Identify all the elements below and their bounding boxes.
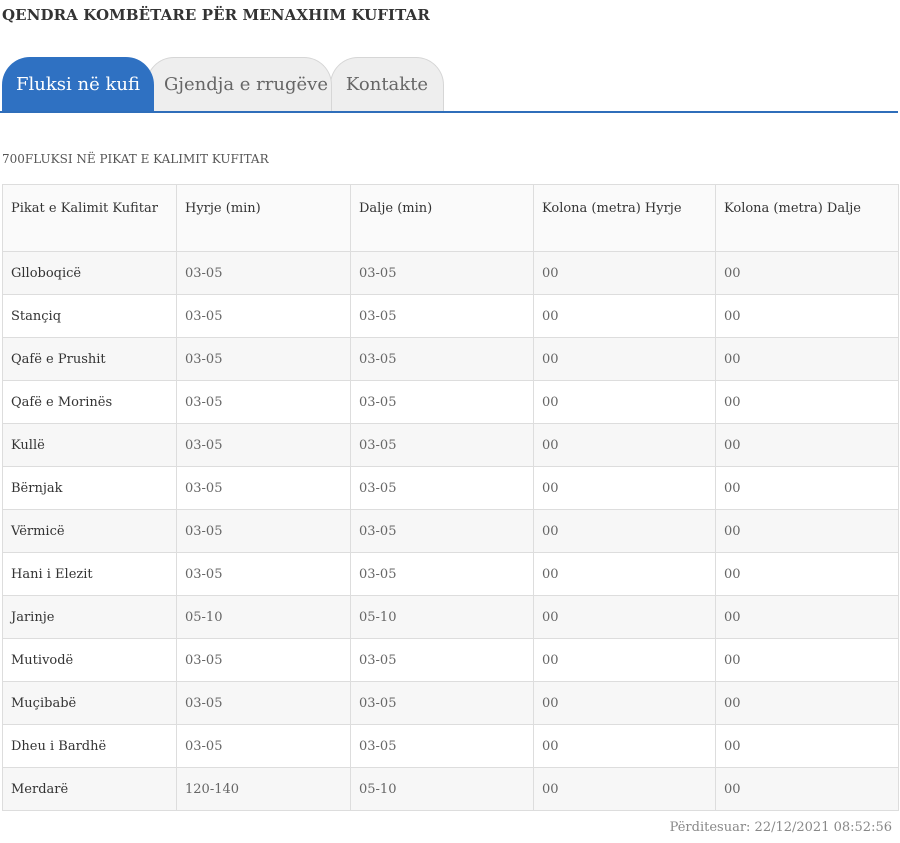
entry-time-cell: 03-05 [176,380,351,424]
table-row: Bërnjak 03-05 03-05 00 00 [2,466,899,510]
tab-kontakte[interactable]: Kontakte [330,57,444,111]
border-flux-table: Pikat e Kalimit Kufitar Hyrje (min) Dalj… [2,184,899,811]
crossing-point-cell: Qafë e Prushit [2,337,177,381]
crossing-point-cell: Qafë e Morinës [2,380,177,424]
table-row: Muçibabë 03-05 03-05 00 00 [2,681,899,725]
queue-entry-cell: 00 [533,423,716,467]
site-title: QENDRA KOMBËTARE PËR MENAXHIM KUFITAR [2,6,430,24]
crossing-point-cell: Jarinje [2,595,177,639]
header-crossing-point: Pikat e Kalimit Kufitar [2,184,177,252]
queue-exit-cell: 00 [715,251,899,295]
table-row: Stançiq 03-05 03-05 00 00 [2,294,899,338]
header-exit-min: Dalje (min) [350,184,534,252]
queue-entry-cell: 00 [533,380,716,424]
table-row: Merdarë 120-140 05-10 00 00 [2,767,899,811]
queue-entry-cell: 00 [533,767,716,811]
entry-time-cell: 03-05 [176,552,351,596]
queue-entry-cell: 00 [533,724,716,768]
table-body: Glloboqicë 03-05 03-05 00 00 Stançiq 03-05 03-0… [2,251,899,811]
exit-time-cell: 03-05 [350,638,534,682]
table-row: Qafë e Morinës 03-05 03-05 00 00 [2,380,899,424]
tab-bar: Fluksi në kufi Gjendja e rrugëve Kontakt… [0,57,898,113]
queue-entry-cell: 00 [533,681,716,725]
crossing-point-cell: Stançiq [2,294,177,338]
entry-time-cell: 03-05 [176,423,351,467]
crossing-point-cell: Hani i Elezit [2,552,177,596]
exit-time-cell: 03-05 [350,380,534,424]
table-row: Jarinje 05-10 05-10 00 00 [2,595,899,639]
table-row: Glloboqicë 03-05 03-05 00 00 [2,251,899,295]
crossing-point-cell: Glloboqicë [2,251,177,295]
queue-entry-cell: 00 [533,337,716,381]
queue-exit-cell: 00 [715,638,899,682]
exit-time-cell: 03-05 [350,509,534,553]
tab-gjendja-e-rrugeve[interactable]: Gjendja e rrugëve [146,57,332,111]
queue-entry-cell: 00 [533,294,716,338]
exit-time-cell: 03-05 [350,681,534,725]
queue-exit-cell: 00 [715,380,899,424]
queue-entry-cell: 00 [533,509,716,553]
table-row: Kullë 03-05 03-05 00 00 [2,423,899,467]
entry-time-cell: 05-10 [176,595,351,639]
crossing-point-cell: Vërmicë [2,509,177,553]
table-row: Dheu i Bardhë 03-05 03-05 00 00 [2,724,899,768]
queue-exit-cell: 00 [715,423,899,467]
queue-exit-cell: 00 [715,337,899,381]
tab-fluksi-ne-kufi[interactable]: Fluksi në kufi [2,57,154,111]
entry-time-cell: 03-05 [176,509,351,553]
exit-time-cell: 03-05 [350,251,534,295]
queue-exit-cell: 00 [715,681,899,725]
exit-time-cell: 03-05 [350,423,534,467]
table-row: Hani i Elezit 03-05 03-05 00 00 [2,552,899,596]
entry-time-cell: 03-05 [176,724,351,768]
exit-time-cell: 05-10 [350,767,534,811]
queue-entry-cell: 00 [533,638,716,682]
exit-time-cell: 03-05 [350,552,534,596]
table-row: Mutivodë 03-05 03-05 00 00 [2,638,899,682]
table-row: Vërmicë 03-05 03-05 00 00 [2,509,899,553]
queue-entry-cell: 00 [533,466,716,510]
queue-exit-cell: 00 [715,595,899,639]
exit-time-cell: 03-05 [350,724,534,768]
header-queue-exit: Kolona (metra) Dalje [715,184,899,252]
crossing-point-cell: Merdarë [2,767,177,811]
exit-time-cell: 03-05 [350,337,534,381]
entry-time-cell: 03-05 [176,294,351,338]
entry-time-cell: 03-05 [176,681,351,725]
crossing-point-cell: Bërnjak [2,466,177,510]
queue-entry-cell: 00 [533,251,716,295]
header-entry-min: Hyrje (min) [176,184,351,252]
queue-exit-cell: 00 [715,724,899,768]
crossing-point-cell: Muçibabë [2,681,177,725]
queue-exit-cell: 00 [715,552,899,596]
queue-exit-cell: 00 [715,509,899,553]
exit-time-cell: 03-05 [350,466,534,510]
header-queue-entry: Kolona (metra) Hyrje [533,184,716,252]
entry-time-cell: 03-05 [176,466,351,510]
last-updated: Përditesuar: 22/12/2021 08:52:56 [669,820,892,835]
queue-exit-cell: 00 [715,466,899,510]
queue-exit-cell: 00 [715,294,899,338]
entry-time-cell: 03-05 [176,638,351,682]
section-title: 700FLUKSI NË PIKAT E KALIMIT KUFITAR [2,152,269,166]
crossing-point-cell: Dheu i Bardhë [2,724,177,768]
queue-entry-cell: 00 [533,552,716,596]
table-header-row: Pikat e Kalimit Kufitar Hyrje (min) Dalj… [2,184,899,252]
entry-time-cell: 03-05 [176,251,351,295]
crossing-point-cell: Mutivodë [2,638,177,682]
queue-entry-cell: 00 [533,595,716,639]
entry-time-cell: 120-140 [176,767,351,811]
queue-exit-cell: 00 [715,767,899,811]
exit-time-cell: 03-05 [350,294,534,338]
exit-time-cell: 05-10 [350,595,534,639]
table-row: Qafë e Prushit 03-05 03-05 00 00 [2,337,899,381]
entry-time-cell: 03-05 [176,337,351,381]
crossing-point-cell: Kullë [2,423,177,467]
